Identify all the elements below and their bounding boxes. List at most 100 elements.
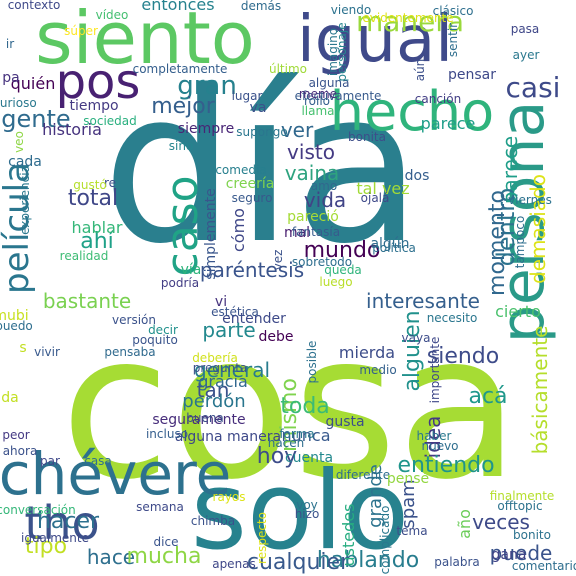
cloud-word: debe xyxy=(258,329,294,345)
cloud-word: vaya xyxy=(401,331,431,345)
cloud-word: día xyxy=(101,45,423,290)
cloud-word: clásico xyxy=(432,4,474,18)
cloud-word: casi xyxy=(505,71,561,104)
cloud-word: decir xyxy=(148,323,178,337)
cloud-word: luego xyxy=(319,275,353,289)
cloud-word: gana xyxy=(491,547,527,563)
cloud-word: pensaba xyxy=(104,345,156,359)
cloud-word: mejor xyxy=(151,94,215,119)
cloud-word: mierda xyxy=(338,343,396,362)
cloud-word: poquito xyxy=(132,333,178,347)
cloud-word: siendo xyxy=(426,344,500,369)
cloud-word: evidentemente xyxy=(362,11,454,25)
cloud-word: alguna xyxy=(308,76,350,90)
cloud-word: canción xyxy=(414,92,462,106)
cloud-word: pregunta xyxy=(192,361,248,375)
cloud-word: mucha xyxy=(126,544,202,569)
cloud-word: hace xyxy=(86,545,136,569)
cloud-word: igual xyxy=(297,3,453,77)
cloud-word: gusta xyxy=(325,414,365,430)
cloud-word: entender xyxy=(222,311,286,327)
cloud-word: vía xyxy=(180,262,202,278)
cloud-word: vaina xyxy=(284,161,340,185)
cloud-word: cómo xyxy=(229,208,248,252)
cloud-word: total xyxy=(67,186,119,211)
cloud-word: rayos xyxy=(212,490,246,504)
cloud-word: seguramente xyxy=(152,412,246,428)
cloud-word: gracia xyxy=(198,372,248,391)
cloud-word: ayer xyxy=(512,48,540,62)
cloud-word: simplemente xyxy=(203,188,219,280)
cloud-word: versión xyxy=(112,313,156,327)
cloud-word: paréntesis xyxy=(199,258,305,282)
cloud-word: sociedad xyxy=(83,114,137,128)
cloud-word: semana xyxy=(136,500,184,514)
cloud-word: dos xyxy=(404,168,430,184)
cloud-word: último xyxy=(268,62,308,76)
cloud-word: quién xyxy=(10,74,56,93)
cloud-word: hablar xyxy=(71,218,123,237)
cloud-word: buena xyxy=(186,411,224,425)
cloud-word: política xyxy=(372,241,416,255)
cloud-word: ahí xyxy=(80,229,114,254)
cloud-word: igualmente xyxy=(20,531,90,545)
cloud-word: da xyxy=(1,390,19,406)
cloud-word: viendo xyxy=(330,3,372,17)
cloud-word: veces xyxy=(472,510,530,534)
cloud-word: complicado xyxy=(378,505,392,575)
cloud-word: realidad xyxy=(59,249,109,263)
cloud-word: contexto xyxy=(7,0,61,12)
cloud-word: alguna manera xyxy=(174,429,282,445)
cloud-word: vida xyxy=(303,188,347,212)
cloud-word: efectivamente xyxy=(294,89,382,103)
cloud-word: acá xyxy=(468,384,508,409)
cloud-word: cuenta xyxy=(284,450,334,466)
cloud-word: año xyxy=(455,509,474,539)
cloud-word: hizo xyxy=(294,507,320,521)
cloud-word: tipo xyxy=(24,534,68,559)
cloud-word: entiendo xyxy=(397,453,495,478)
cloud-word: incluso xyxy=(145,427,189,441)
cloud-word: aún xyxy=(413,58,427,82)
cloud-word: diferente xyxy=(335,468,391,482)
cloud-word: amo xyxy=(310,179,338,193)
cloud-word: completamente xyxy=(132,62,228,76)
cloud-word: cierto xyxy=(495,302,541,321)
cloud-word: hecho xyxy=(329,80,495,143)
cloud-word: tan xyxy=(196,378,230,402)
cloud-word: vi xyxy=(214,294,228,310)
cloud-word: re xyxy=(103,176,117,190)
cloud-word: sobretodo xyxy=(291,255,353,269)
cloud-word: seguro xyxy=(231,191,273,205)
cloud-word: pareció xyxy=(287,209,339,225)
cloud-word: vídeo xyxy=(95,8,129,22)
cloud-word: hacen xyxy=(267,436,305,450)
cloud-word: palabra xyxy=(434,555,480,569)
cloud-word: cosa xyxy=(60,291,520,524)
cloud-word: meme xyxy=(298,87,338,101)
cloud-word: respecto xyxy=(255,512,269,564)
cloud-word: fantasía xyxy=(291,225,341,239)
cloud-word: vivir xyxy=(34,345,60,359)
cloud-word: rollo xyxy=(303,94,331,108)
cloud-word: visto xyxy=(287,140,335,164)
cloud-word: general xyxy=(193,358,271,382)
cloud-word: creería xyxy=(225,176,275,192)
cloud-word: parece xyxy=(420,114,476,133)
cloud-word: toda xyxy=(280,394,330,419)
cloud-word: historia xyxy=(42,120,102,139)
cloud-word: algún xyxy=(370,236,410,252)
cloud-word: tema xyxy=(396,524,428,538)
cloud-word: básicamente xyxy=(528,325,552,455)
cloud-word: podría xyxy=(160,276,200,290)
cloud-word: perdón xyxy=(182,391,246,412)
cloud-word: chimba xyxy=(190,514,236,528)
cloud-word: vez xyxy=(271,249,285,271)
cloud-word: siempre xyxy=(177,121,235,137)
cloud-word: curioso xyxy=(0,96,37,110)
cloud-word: ver xyxy=(280,118,314,142)
cloud-word: importante xyxy=(428,336,442,404)
cloud-word: forma xyxy=(279,427,315,441)
cloud-word: hoy xyxy=(256,444,298,469)
